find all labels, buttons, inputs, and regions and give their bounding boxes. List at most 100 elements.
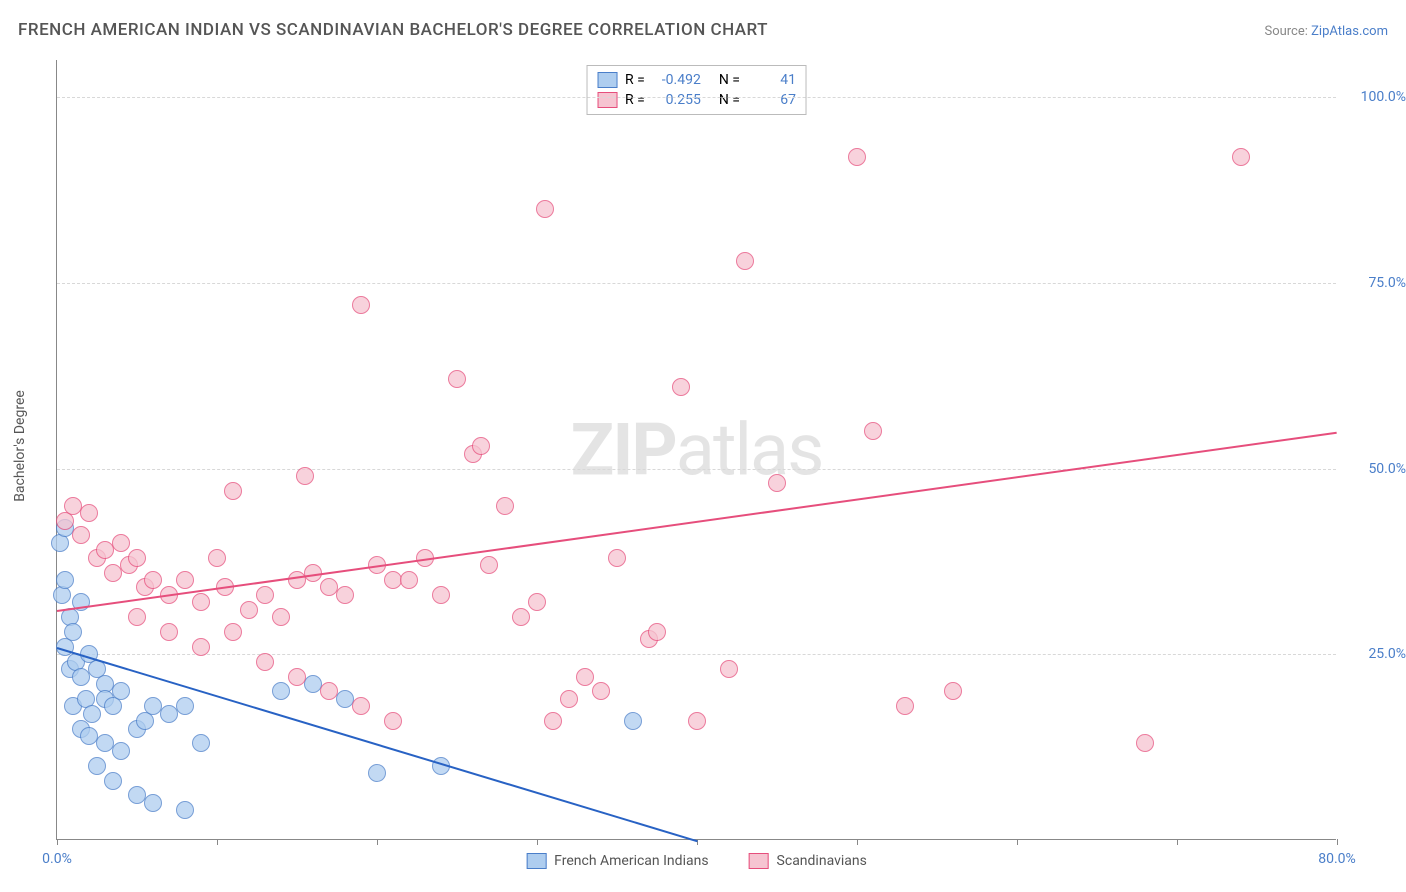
legend-row: R =-0.492N =41	[597, 70, 796, 90]
scatter-point	[192, 734, 210, 752]
scatter-point	[864, 422, 882, 440]
scatter-point	[368, 764, 386, 782]
series-legend: French American Indians Scandinavians	[526, 853, 867, 869]
scatter-point	[496, 497, 514, 515]
legend-n-label: N =	[719, 72, 740, 88]
scatter-point	[336, 586, 354, 604]
scatter-point	[192, 593, 210, 611]
scatter-point	[144, 794, 162, 812]
scatter-point	[512, 608, 530, 626]
legend-series-item: French American Indians	[526, 853, 708, 869]
legend-swatch	[597, 72, 617, 88]
source-attribution: Source: ZipAtlas.com	[1264, 24, 1388, 39]
scatter-point	[224, 482, 242, 500]
scatter-point	[624, 712, 642, 730]
legend-n-label: N =	[719, 92, 740, 108]
x-tick-mark	[57, 839, 58, 845]
scatter-point	[144, 571, 162, 589]
gridline-horizontal	[57, 97, 1336, 98]
legend-row: R = 0.255 N = 67	[597, 90, 796, 110]
scatter-point	[192, 638, 210, 656]
scatter-point	[272, 682, 290, 700]
legend-swatch	[526, 853, 546, 869]
x-tick-mark	[1017, 839, 1018, 845]
scatter-point	[352, 296, 370, 314]
scatter-point	[272, 608, 290, 626]
scatter-point	[104, 772, 122, 790]
y-tick-label: 100.0%	[1346, 89, 1406, 105]
scatter-point	[848, 148, 866, 166]
scatter-point	[160, 623, 178, 641]
source-link[interactable]: ZipAtlas.com	[1311, 24, 1388, 39]
scatter-point	[720, 660, 738, 678]
scatter-point	[1136, 734, 1154, 752]
scatter-point	[544, 712, 562, 730]
trend-line	[57, 431, 1337, 611]
legend-n-value: 67	[748, 92, 796, 108]
x-tick-mark	[1337, 839, 1338, 845]
scatter-point	[400, 571, 418, 589]
title-bar: FRENCH AMERICAN INDIAN VS SCANDINAVIAN B…	[18, 20, 1388, 40]
scatter-point	[288, 668, 306, 686]
legend-series-item: Scandinavians	[749, 853, 867, 869]
x-tick-label: 0.0%	[42, 851, 72, 867]
scatter-point	[112, 534, 130, 552]
scatter-point	[736, 252, 754, 270]
chart-title: FRENCH AMERICAN INDIAN VS SCANDINAVIAN B…	[18, 20, 768, 40]
scatter-point	[64, 623, 82, 641]
scatter-point	[384, 712, 402, 730]
legend-r-label: R =	[625, 72, 645, 88]
legend-r-value: -0.492	[653, 72, 701, 88]
legend-series-label: French American Indians	[554, 853, 708, 869]
legend-r-value: 0.255	[653, 92, 701, 108]
scatter-point	[56, 571, 74, 589]
x-tick-label: 80.0%	[1318, 851, 1356, 867]
scatter-point	[88, 757, 106, 775]
scatter-point	[432, 586, 450, 604]
scatter-point	[128, 608, 146, 626]
scatter-point	[112, 742, 130, 760]
scatter-point	[768, 474, 786, 492]
x-tick-mark	[857, 839, 858, 845]
legend-r-label: R =	[625, 92, 645, 108]
scatter-point	[560, 690, 578, 708]
scatter-point	[576, 668, 594, 686]
scatter-point	[592, 682, 610, 700]
scatter-point	[688, 712, 706, 730]
scatter-plot-area: ZIPatlas R =-0.492N =41R =0.255N =67 Fre…	[56, 60, 1336, 840]
x-tick-mark	[377, 839, 378, 845]
gridline-horizontal	[57, 654, 1336, 655]
watermark-zip: ZIP	[571, 407, 676, 492]
scatter-point	[352, 697, 370, 715]
scatter-point	[320, 682, 338, 700]
scatter-point	[480, 556, 498, 574]
x-tick-mark	[1177, 839, 1178, 845]
watermark-atlas: atlas	[676, 407, 823, 492]
x-tick-mark	[217, 839, 218, 845]
scatter-point	[80, 504, 98, 522]
scatter-point	[944, 682, 962, 700]
y-tick-label: 50.0%	[1346, 461, 1406, 477]
scatter-point	[472, 437, 490, 455]
scatter-point	[896, 697, 914, 715]
scatter-point	[256, 586, 274, 604]
scatter-point	[672, 378, 690, 396]
legend-swatch	[597, 92, 617, 108]
scatter-point	[176, 571, 194, 589]
legend-swatch	[749, 853, 769, 869]
trend-line	[57, 647, 698, 842]
legend-series-label: Scandinavians	[777, 853, 867, 869]
y-tick-label: 75.0%	[1346, 275, 1406, 291]
scatter-point	[72, 526, 90, 544]
scatter-point	[208, 549, 226, 567]
scatter-point	[112, 682, 130, 700]
scatter-point	[648, 623, 666, 641]
scatter-point	[224, 623, 242, 641]
scatter-point	[608, 549, 626, 567]
scatter-point	[256, 653, 274, 671]
y-tick-label: 25.0%	[1346, 646, 1406, 662]
scatter-point	[128, 549, 146, 567]
scatter-point	[240, 601, 258, 619]
scatter-point	[528, 593, 546, 611]
scatter-point	[1232, 148, 1250, 166]
